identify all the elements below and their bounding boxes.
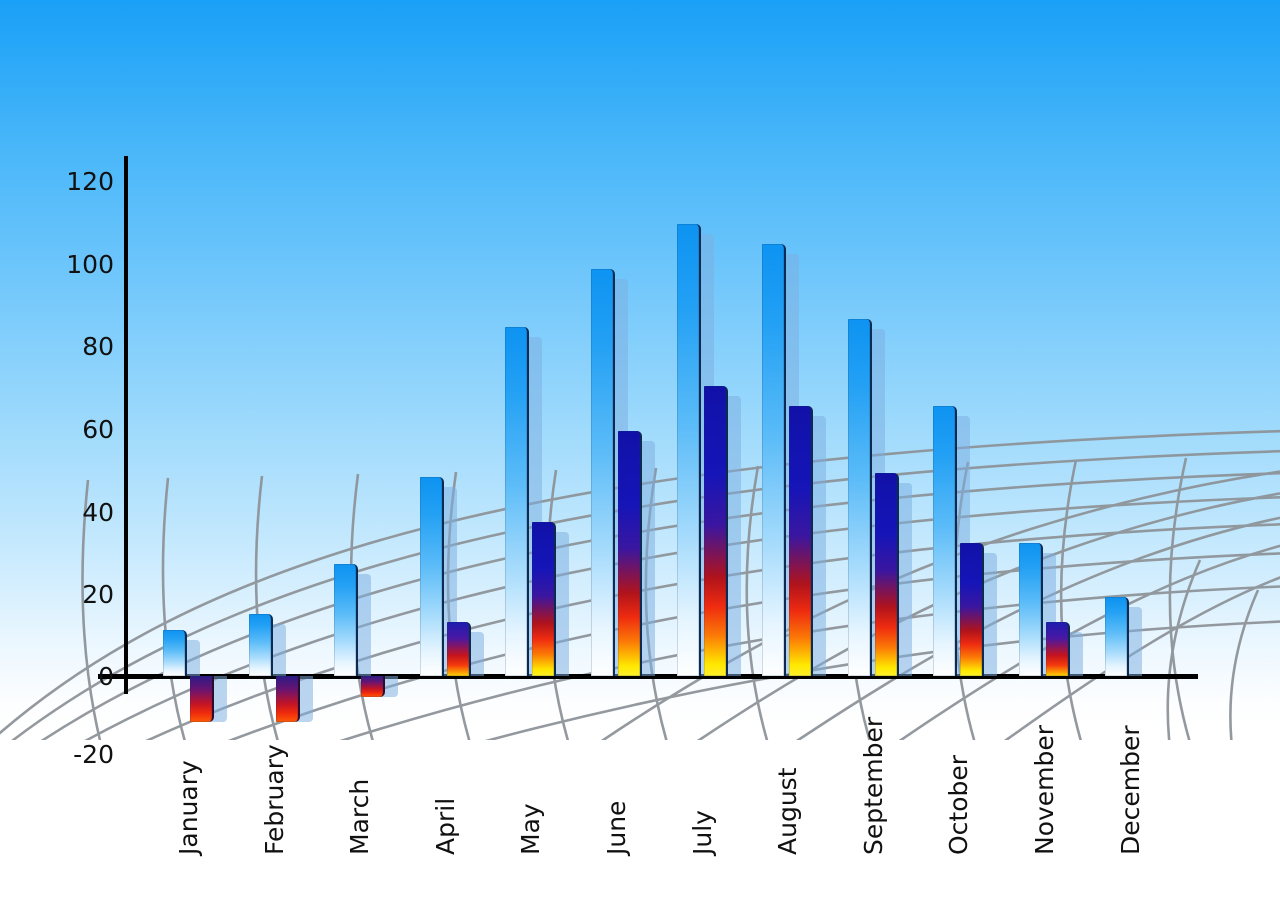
- bar-october-series1[interactable]: [933, 406, 958, 676]
- bar-august-series1[interactable]: [762, 244, 787, 676]
- bar-face: [933, 406, 958, 676]
- bar-may-series1[interactable]: [505, 327, 530, 676]
- bar-face: [676, 223, 701, 676]
- bar-november-series1[interactable]: [1019, 543, 1043, 676]
- bar-face: [874, 472, 899, 676]
- bar-march-series2[interactable]: [361, 676, 386, 697]
- bar-april-series2[interactable]: [446, 622, 471, 676]
- x-label-august: August: [773, 767, 803, 856]
- x-label-september: September: [858, 716, 888, 855]
- bar-face: [847, 319, 872, 676]
- bar-face: [789, 406, 814, 676]
- bar-december-series1[interactable]: [1104, 597, 1129, 676]
- x-label-may: May: [516, 803, 546, 855]
- bar-february-series1[interactable]: [248, 613, 273, 676]
- bar-face: [275, 676, 300, 722]
- x-label-november: November: [1030, 724, 1059, 855]
- y-tick-80: 80: [82, 332, 114, 361]
- bar-january-series1[interactable]: [163, 630, 187, 676]
- bar-october-series2[interactable]: [960, 543, 985, 676]
- bar-june-series2[interactable]: [618, 431, 642, 676]
- bar-august-series2[interactable]: [789, 406, 814, 676]
- bar-face: [618, 431, 642, 676]
- bar-face: [361, 676, 386, 697]
- bar-face: [960, 543, 985, 676]
- x-label-march: March: [345, 778, 375, 855]
- bar-face: [591, 269, 615, 676]
- bar-face: [163, 630, 187, 676]
- y-tick-0: 0: [98, 662, 114, 691]
- y-tick-60: 60: [82, 415, 114, 444]
- x-label-january: January: [174, 760, 203, 855]
- bar-july-series2[interactable]: [703, 385, 728, 676]
- y-tick-20: 20: [82, 580, 114, 609]
- bar-february-series2[interactable]: [275, 676, 300, 722]
- x-label-july: July: [687, 810, 717, 855]
- bar-face: [446, 622, 471, 676]
- y-tick-100: 100: [66, 250, 114, 279]
- bar-november-series2[interactable]: [1046, 622, 1070, 676]
- y-tick-minus20: -20: [73, 740, 114, 769]
- bar-face: [505, 327, 530, 676]
- x-label-december: December: [1115, 725, 1145, 855]
- x-label-february: February: [259, 744, 289, 855]
- bar-face: [419, 476, 444, 676]
- bar-face: [248, 613, 273, 676]
- bar-january-series2[interactable]: [190, 676, 214, 722]
- y-tick-120: 120: [66, 167, 114, 196]
- x-label-june: June: [602, 800, 631, 855]
- bar-may-series2[interactable]: [532, 522, 557, 676]
- bar-face: [1104, 597, 1129, 676]
- bar-face: [334, 563, 359, 676]
- bar-march-series1[interactable]: [334, 563, 359, 676]
- bar-face: [532, 522, 557, 676]
- bar-june-series1[interactable]: [591, 269, 615, 676]
- x-label-april: April: [430, 797, 460, 855]
- bar-face: [1046, 622, 1070, 676]
- bar-april-series1[interactable]: [419, 476, 444, 676]
- y-axis-tick-labels: 120 100 80 60 40 20 0 -20: [0, 0, 114, 905]
- bar-september-series2[interactable]: [874, 472, 899, 676]
- bar-face: [1019, 543, 1043, 676]
- x-axis-baseline: [98, 674, 1198, 679]
- bar-september-series1[interactable]: [847, 319, 872, 676]
- bar-face: [762, 244, 787, 676]
- y-axis-line: [124, 156, 128, 694]
- bar-july-series1[interactable]: [676, 223, 701, 676]
- bar-face: [703, 385, 728, 676]
- bar-face: [190, 676, 214, 722]
- y-tick-40: 40: [82, 498, 114, 527]
- x-label-october: October: [944, 754, 974, 855]
